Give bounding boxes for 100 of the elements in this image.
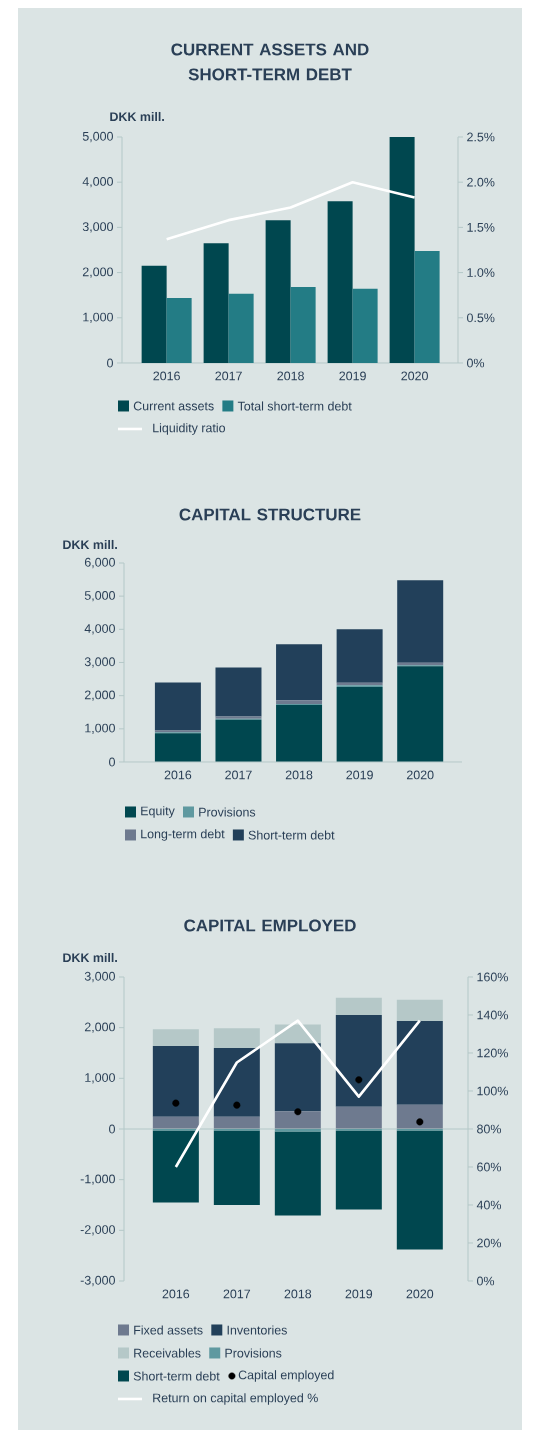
legend-label: Inventories — [227, 1325, 287, 1335]
chart-title: CURRENT ASSETS AND SHORT-TERM DEBT — [171, 43, 369, 81]
bar — [215, 667, 262, 717]
bar — [414, 250, 440, 363]
bar — [396, 1130, 443, 1250]
line-series — [165, 180, 416, 241]
y-tick-label: 5,000 — [84, 591, 115, 602]
y-tick-label: 0 — [109, 1124, 115, 1134]
bar — [274, 1128, 321, 1132]
x-tick-label: 2017 — [223, 1289, 251, 1299]
point — [172, 1099, 180, 1107]
y-tick-label: -3,000 — [80, 1275, 115, 1287]
point — [355, 1076, 363, 1084]
bar — [166, 297, 192, 363]
bar — [215, 719, 262, 762]
bar — [274, 1131, 321, 1216]
y2-tick-label: 0% — [467, 358, 485, 368]
bar — [336, 629, 383, 683]
x-tick-label: 2016 — [164, 770, 192, 780]
y-axis-title: DKK mill. — [63, 539, 117, 549]
x-tick-label: 2019 — [346, 770, 373, 780]
bar — [152, 1045, 199, 1117]
bar — [213, 1116, 260, 1129]
bar — [152, 1116, 199, 1129]
bar — [276, 704, 323, 762]
y-tick-label: 6,000 — [84, 557, 115, 569]
point — [233, 1101, 241, 1109]
bar — [213, 1047, 260, 1117]
bar — [396, 999, 443, 1022]
x-tick-label: 2019 — [339, 371, 366, 381]
chart-title: CAPITAL STRUCTURE — [179, 508, 361, 521]
x-tick-label: 2020 — [406, 770, 434, 780]
bar — [154, 733, 201, 762]
x-tick-label: 2020 — [406, 1289, 434, 1299]
bar — [290, 287, 316, 363]
legend-label: Total short-term debt — [237, 401, 352, 411]
y2-tick-label: 20% — [477, 1238, 501, 1248]
bar — [274, 1043, 321, 1112]
x-tick-label: 2019 — [345, 1289, 373, 1299]
legend-label: Provisions — [199, 807, 256, 817]
bar — [152, 1029, 199, 1046]
x-tick-label: 2018 — [284, 1289, 312, 1299]
bar — [335, 1014, 382, 1107]
y-tick-label: 2,000 — [82, 267, 113, 278]
bar — [276, 644, 323, 701]
x-tick-label: 2016 — [162, 1289, 190, 1299]
legend-label: Short-term debt — [248, 830, 335, 840]
bar — [396, 1104, 443, 1129]
y2-tick-label: 1.5% — [467, 223, 495, 232]
x-tick-label: 2016 — [153, 371, 180, 381]
bar — [396, 1021, 443, 1105]
legend-label: Provisions — [225, 1348, 282, 1358]
y2-tick-label: 80% — [477, 1124, 501, 1134]
y-axis-title: DKK mill. — [63, 952, 117, 962]
point — [294, 1108, 302, 1116]
bar — [152, 1130, 199, 1203]
bar — [397, 666, 444, 762]
y2-tick-label: 120% — [477, 1048, 508, 1058]
y-tick-label: 1,000 — [83, 312, 113, 323]
bar — [397, 580, 444, 663]
chart-title: CAPITAL EMPLOYED — [184, 919, 356, 932]
legend-label: Fixed assets — [134, 1325, 203, 1335]
y-tick-label: 0 — [109, 757, 115, 767]
bar — [274, 1111, 321, 1129]
y-tick-label: 0 — [107, 358, 113, 368]
bar — [327, 201, 353, 363]
legend-label: Short-term debt — [133, 1371, 220, 1381]
y2-tick-label: 40% — [476, 1200, 501, 1210]
y-tick-label: -2,000 — [80, 1225, 115, 1236]
y-tick-label: 4,000 — [84, 624, 115, 635]
bar — [389, 136, 415, 363]
y-tick-label: -1,000 — [80, 1174, 115, 1185]
legend-label: Receivables — [134, 1348, 201, 1358]
line-series — [174, 1019, 422, 1169]
bar — [335, 997, 382, 1015]
y-tick-label: 2,000 — [84, 690, 115, 701]
legend-label: Current assets — [133, 401, 214, 411]
y2-tick-label: 0.5% — [467, 313, 495, 323]
y2-tick-label: 140% — [477, 1010, 508, 1020]
y2-tick-label: 0% — [477, 1276, 495, 1286]
y2-tick-label: 160% — [477, 972, 508, 982]
y-tick-label: 2,000 — [84, 1022, 115, 1033]
x-tick-label: 2017 — [215, 371, 242, 381]
bar — [336, 687, 383, 762]
y2-tick-label: 2.0% — [467, 177, 495, 187]
y-axis-title: DKK mill. — [110, 111, 164, 121]
y-tick-label: 3,000 — [84, 971, 115, 983]
point — [416, 1118, 424, 1126]
y-tick-label: 4,000 — [82, 177, 113, 188]
y-tick-label: 3,000 — [84, 657, 115, 668]
y2-tick-label: 100% — [477, 1086, 508, 1096]
y2-tick-label: 2.5% — [467, 132, 495, 142]
legend-label: Return on capital employed % — [153, 1393, 318, 1405]
bar — [335, 1130, 382, 1210]
bar — [154, 682, 201, 731]
bar — [213, 1028, 260, 1048]
y-tick-label: 1,000 — [85, 723, 115, 734]
x-tick-label: 2020 — [401, 371, 428, 381]
y-tick-label: 3,000 — [82, 222, 113, 233]
bar — [213, 1130, 260, 1205]
